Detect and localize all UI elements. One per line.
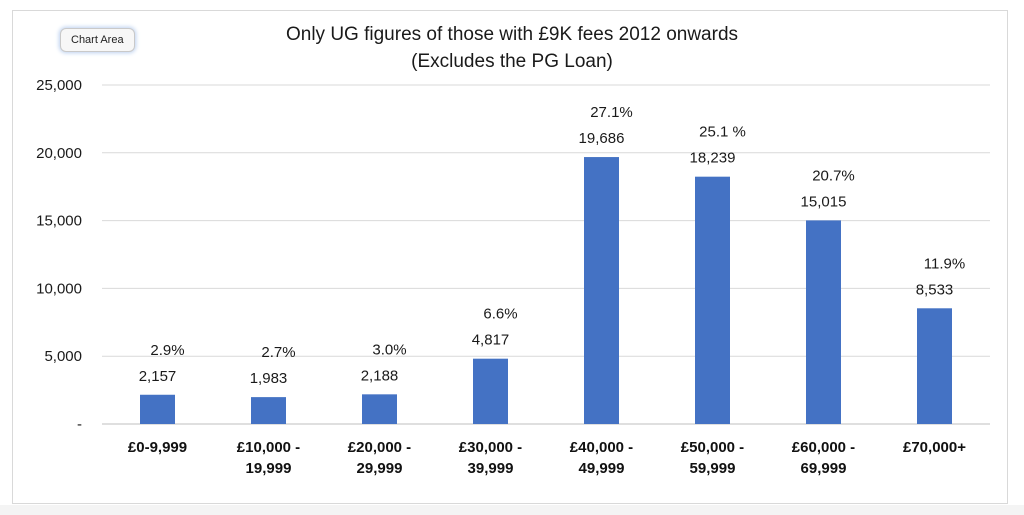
percent-label: 2.7% [261,344,295,361]
value-label: 2,188 [361,367,399,384]
bottom-scroll-strip [0,505,1024,515]
percent-label: 27.1% [590,104,633,121]
bar [695,176,730,424]
percent-label: 6.6% [483,306,517,323]
x-category-label: £10,000 - [237,439,300,456]
percent-label: 2.9% [150,342,184,359]
value-label: 4,817 [472,332,510,349]
percent-label: 3.0% [372,341,406,358]
x-category-label: 19,999 [246,460,292,477]
x-category-label: £50,000 - [681,439,744,456]
bar [917,308,952,424]
x-category-label: £70,000+ [903,439,966,456]
percent-label: 20.7% [812,167,855,184]
chart-area-tooltip: Chart Area [60,28,135,52]
percent-label: 11.9% [924,255,965,272]
x-category-label: 59,999 [690,460,736,477]
value-label: 19,686 [579,130,625,147]
x-category-label: £30,000 - [459,439,522,456]
x-category-label: 39,999 [468,460,514,477]
value-label: 8,533 [916,281,954,298]
x-category-label: £0-9,999 [128,439,187,456]
bar [362,394,397,424]
x-category-label: £20,000 - [348,439,411,456]
x-category-label: 29,999 [357,460,403,477]
chart-title-line-1: Only UG figures of those with £9K fees 2… [285,24,739,45]
bar [140,394,175,424]
y-tick-label: 20,000 [36,145,82,162]
y-tick-label: 15,000 [36,213,82,230]
x-category-label: 49,999 [579,460,625,477]
value-label: 2,157 [139,368,177,385]
x-category-label: £60,000 - [792,439,855,456]
bar [473,358,508,424]
y-tick-label: 25,000 [36,77,82,94]
chart-title-line-2: (Excludes the PG Loan) [411,51,613,72]
value-label: 18,239 [690,150,736,167]
x-category-label: £40,000 - [570,439,633,456]
y-tick-label: - [77,416,82,433]
y-tick-label: 5,000 [44,348,82,365]
x-category-label: 69,999 [801,460,847,477]
bar [584,157,619,424]
y-tick-label: 10,000 [36,280,82,297]
value-label: 1,983 [250,370,288,387]
bar [251,397,286,424]
percent-label: 25.1 % [699,124,746,141]
chart-area[interactable] [12,10,1008,504]
value-label: 15,015 [801,193,847,210]
bar [806,220,841,424]
